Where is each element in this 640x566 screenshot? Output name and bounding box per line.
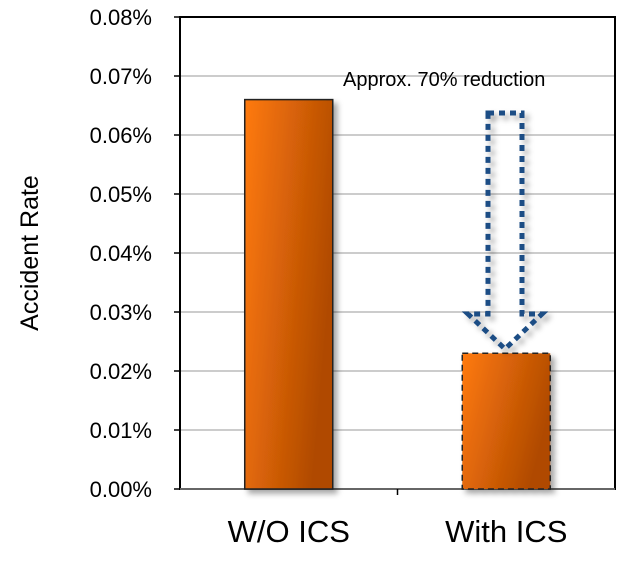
annotation-text: Approx. 70% reduction bbox=[343, 69, 545, 91]
x-tick-label: With ICS bbox=[445, 514, 567, 549]
y-tick-label: 0.03% bbox=[90, 300, 152, 325]
y-tick-label: 0.02% bbox=[90, 359, 152, 384]
reduction-arrow bbox=[461, 110, 549, 353]
y-tick-label: 0.08% bbox=[90, 5, 152, 30]
bar-0 bbox=[244, 98, 334, 490]
y-tick-label: 0.05% bbox=[90, 182, 152, 207]
y-tick-label: 0.04% bbox=[90, 241, 152, 266]
y-tick-label: 0.00% bbox=[90, 477, 152, 502]
y-tick-label: 0.01% bbox=[90, 418, 152, 443]
x-tick-label: W/O ICS bbox=[228, 514, 350, 549]
bar-1 bbox=[461, 352, 551, 490]
y-tick-label: 0.07% bbox=[90, 64, 152, 89]
y-tick-label: 0.06% bbox=[90, 123, 152, 148]
y-axis-label: Accident Rate bbox=[16, 175, 44, 331]
